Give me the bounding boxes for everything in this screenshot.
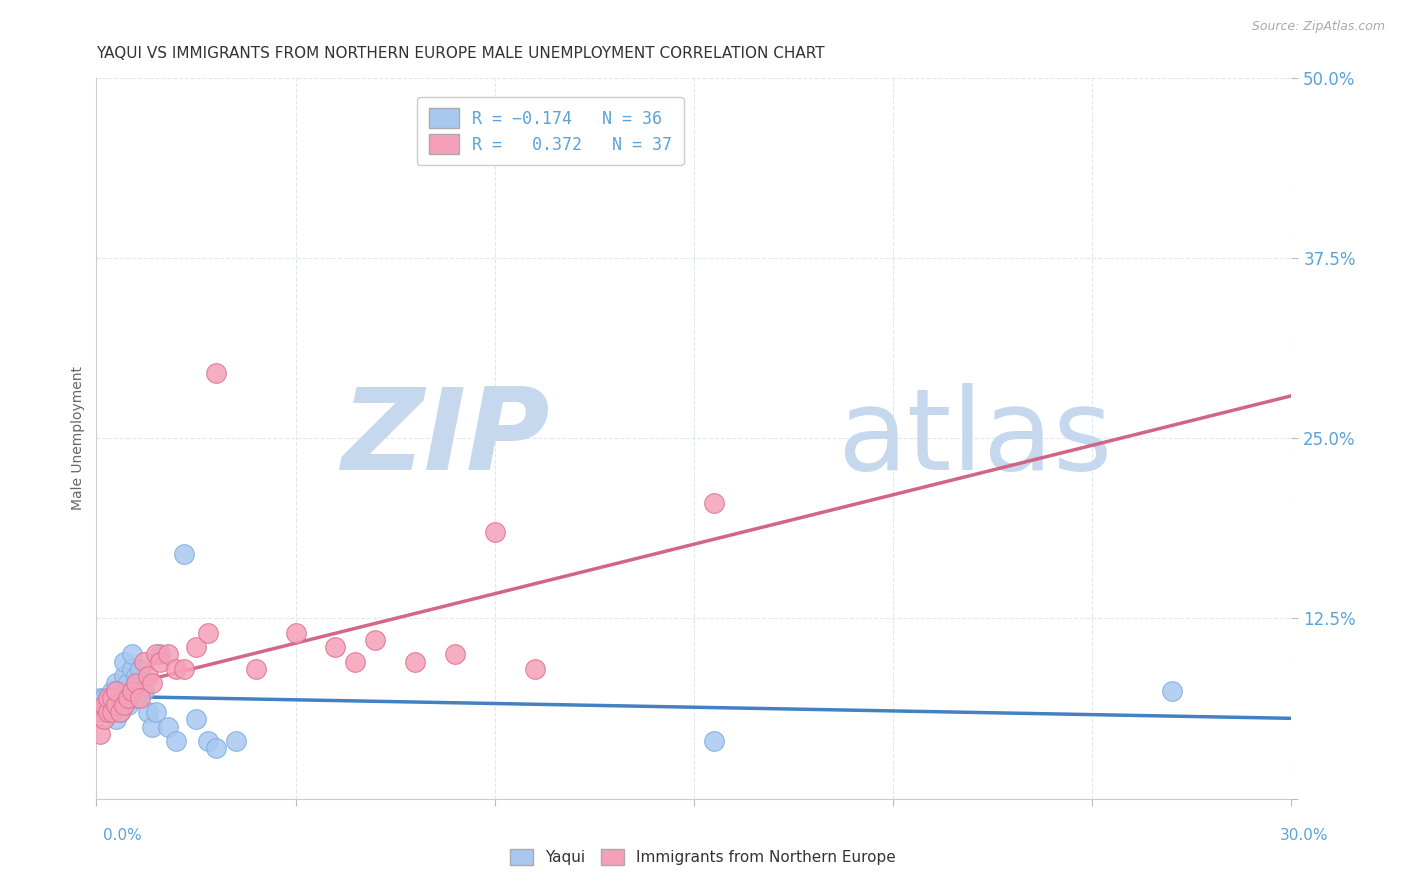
Point	[93, 705, 115, 719]
Point	[105, 676, 128, 690]
Point	[110, 698, 132, 712]
Point	[125, 669, 148, 683]
Point	[129, 662, 152, 676]
Point	[444, 648, 467, 662]
Point	[110, 705, 132, 719]
Point	[145, 648, 167, 662]
Legend: R = −0.174   N = 36, R =   0.372   N = 37: R = −0.174 N = 36, R = 0.372 N = 37	[418, 97, 683, 165]
Point	[344, 655, 367, 669]
Point	[89, 690, 111, 705]
Point	[97, 705, 120, 719]
Point	[112, 698, 135, 712]
Point	[97, 690, 120, 705]
Point	[93, 698, 115, 712]
Point	[523, 662, 546, 676]
Point	[105, 683, 128, 698]
Point	[141, 720, 163, 734]
Point	[703, 734, 725, 748]
Point	[112, 655, 135, 669]
Point	[404, 655, 426, 669]
Point	[121, 683, 143, 698]
Point	[117, 698, 139, 712]
Point	[197, 625, 219, 640]
Point	[105, 690, 128, 705]
Point	[112, 669, 135, 683]
Point	[93, 712, 115, 726]
Text: Source: ZipAtlas.com: Source: ZipAtlas.com	[1251, 20, 1385, 33]
Point	[97, 698, 120, 712]
Point	[101, 683, 124, 698]
Point	[134, 683, 156, 698]
Legend: Yaqui, Immigrants from Northern Europe: Yaqui, Immigrants from Northern Europe	[505, 843, 901, 871]
Point	[121, 662, 143, 676]
Point	[110, 705, 132, 719]
Point	[165, 662, 187, 676]
Point	[117, 676, 139, 690]
Point	[284, 625, 307, 640]
Point	[173, 662, 195, 676]
Point	[117, 690, 139, 705]
Point	[1161, 683, 1184, 698]
Point	[205, 366, 228, 380]
Point	[97, 690, 120, 705]
Point	[245, 662, 267, 676]
Point	[205, 741, 228, 756]
Point	[325, 640, 347, 655]
Y-axis label: Male Unemployment: Male Unemployment	[72, 367, 86, 510]
Text: 30.0%: 30.0%	[1281, 828, 1329, 843]
Point	[105, 698, 128, 712]
Point	[197, 734, 219, 748]
Point	[173, 547, 195, 561]
Point	[149, 648, 172, 662]
Point	[364, 633, 387, 648]
Point	[89, 727, 111, 741]
Text: 0.0%: 0.0%	[103, 828, 142, 843]
Text: ZIP: ZIP	[342, 383, 551, 493]
Point	[184, 640, 207, 655]
Point	[157, 720, 180, 734]
Point	[225, 734, 247, 748]
Point	[136, 669, 159, 683]
Point	[129, 690, 152, 705]
Point	[105, 712, 128, 726]
Point	[484, 524, 506, 539]
Point	[136, 705, 159, 719]
Point	[89, 705, 111, 719]
Point	[145, 705, 167, 719]
Point	[121, 648, 143, 662]
Point	[125, 676, 148, 690]
Point	[101, 690, 124, 705]
Point	[101, 698, 124, 712]
Point	[157, 648, 180, 662]
Point	[141, 676, 163, 690]
Text: atlas: atlas	[838, 383, 1112, 493]
Point	[134, 655, 156, 669]
Point	[93, 690, 115, 705]
Point	[89, 698, 111, 712]
Point	[101, 705, 124, 719]
Point	[703, 496, 725, 510]
Point	[165, 734, 187, 748]
Point	[184, 712, 207, 726]
Text: YAQUI VS IMMIGRANTS FROM NORTHERN EUROPE MALE UNEMPLOYMENT CORRELATION CHART: YAQUI VS IMMIGRANTS FROM NORTHERN EUROPE…	[97, 46, 825, 62]
Point	[149, 655, 172, 669]
Point	[125, 690, 148, 705]
